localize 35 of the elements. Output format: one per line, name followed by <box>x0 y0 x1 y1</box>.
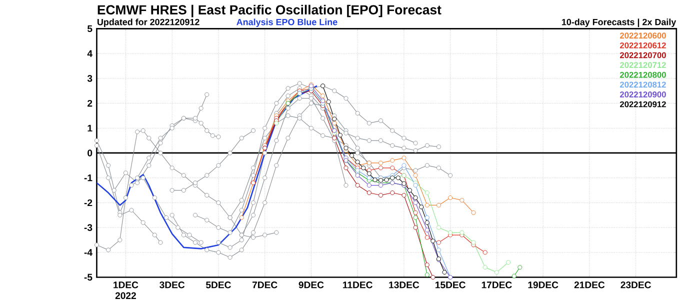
x-tick-label: 9DEC <box>298 281 324 288</box>
y-tick-label: 5 <box>87 25 92 32</box>
text: 2022120912 <box>620 101 666 108</box>
x-tick-label: 3DEC <box>160 281 185 288</box>
y-tick-label: 2 <box>88 100 92 107</box>
y-tick-label: -4 <box>84 249 92 256</box>
x-tick-label: 17DEC <box>482 281 512 288</box>
x-tick-label: 11DEC <box>343 281 372 288</box>
y-tick-label: -2 <box>84 199 92 206</box>
text: 2022120812 <box>620 82 666 88</box>
y-tick-label: -1 <box>84 174 92 182</box>
x-tick-label: 15DEC <box>436 281 466 288</box>
text: 2022120712 <box>620 62 666 68</box>
text: Analysis EPO Blue Line <box>236 18 338 27</box>
x-tick-label: 1DEC 2022 <box>114 281 138 299</box>
text: 10-day Forecasts | 2x Daily <box>562 18 676 28</box>
text: 2022120700 <box>620 52 666 58</box>
y-tick-label: 1 <box>88 124 92 132</box>
text: 2022120800 <box>620 72 666 78</box>
y-tick-label: -5 <box>84 274 92 281</box>
y-tick-label: 0 <box>88 150 92 156</box>
chart-title: ECMWF HRES | East Pacific Oscillation [EPO] Forecast <box>98 4 442 18</box>
y-tick-label: 4 <box>87 50 92 57</box>
chart-subtitle: Updated for 2022120912 <box>98 18 200 27</box>
text: 2022120600 <box>620 32 666 39</box>
x-tick-label: 7DEC <box>252 281 278 288</box>
x-tick-label: 13DEC <box>389 281 420 288</box>
x-tick-label: 21DEC <box>574 281 605 288</box>
y-tick-label: 3 <box>87 74 92 82</box>
x-tick-label: 19DEC <box>528 281 558 288</box>
x-tick-label: 5DEC <box>206 281 231 288</box>
x-tick-label: 23DEC <box>620 281 651 288</box>
y-tick-label: -3 <box>84 224 92 231</box>
text: 2022120900 <box>620 91 666 98</box>
text: 2022120612 <box>620 42 666 48</box>
